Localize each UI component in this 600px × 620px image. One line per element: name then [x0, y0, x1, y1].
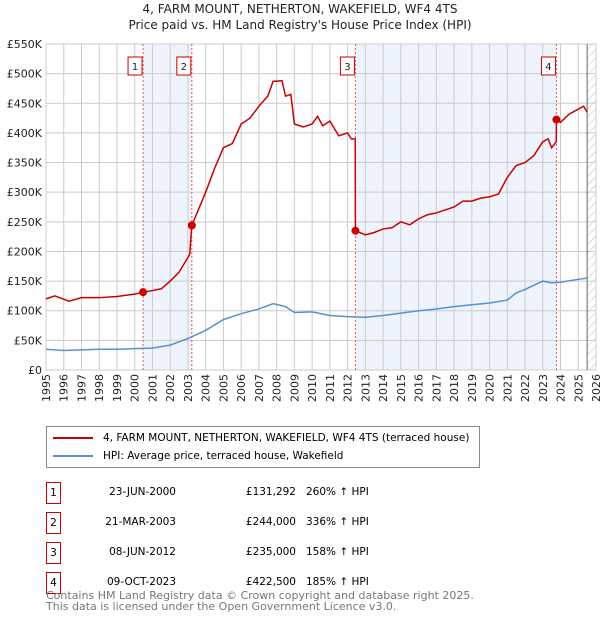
sale-number: 2 — [46, 512, 61, 534]
y-tick-label: £250K — [7, 216, 43, 229]
x-tick-label: 2010 — [306, 374, 319, 402]
x-tick-label: 2003 — [182, 374, 195, 402]
x-tick-label: 2007 — [253, 374, 266, 402]
sale-number: 1 — [46, 482, 61, 504]
legend-label-property: 4, FARM MOUNT, NETHERTON, WAKEFIELD, WF4… — [103, 432, 470, 444]
x-tick-label: 1999 — [111, 374, 124, 402]
sale-point — [351, 226, 360, 235]
sale-hpi-change: 158% ↑ HPI — [306, 546, 369, 558]
sale-date: 08-JUN-2012 — [109, 546, 176, 558]
y-tick-label: £100K — [7, 305, 43, 318]
sale-point — [552, 115, 561, 124]
x-tick-label: 2008 — [271, 374, 284, 402]
sale-row: 3 08-JUN-2012 £235,000 158% ↑ HPI — [46, 542, 466, 564]
x-tick-label: 2023 — [537, 374, 550, 402]
x-tick-label: 1996 — [58, 374, 71, 402]
legend-swatch-property — [53, 437, 93, 439]
sale-hpi-change: 185% ↑ HPI — [306, 576, 369, 588]
sale-price: £244,000 — [245, 516, 296, 528]
chart-area: £0 £50K £100K £150K £200K £250K £300K £350K £400… — [7, 38, 600, 402]
x-tick-label: 2005 — [217, 374, 230, 402]
sale-row: 4 09-OCT-2023 £422,500 185% ↑ HPI — [46, 572, 466, 594]
footer-line-1: Contains HM Land Registry data © Crown c… — [46, 589, 474, 602]
sale-marker-label: 2 — [181, 62, 187, 73]
x-tick-label: 2013 — [359, 374, 372, 402]
x-tick-label: 2017 — [430, 374, 443, 402]
y-tick-label: £150K — [7, 275, 43, 288]
x-tick-label: 1998 — [93, 374, 106, 402]
sale-number: 4 — [46, 572, 61, 594]
x-tick-label: 1997 — [75, 374, 88, 402]
sale-point — [139, 288, 148, 297]
shaded-period-2 — [355, 44, 557, 370]
shaded-period-1 — [143, 44, 192, 370]
series-line-property — [45, 79, 588, 303]
sale-hpi-change: 260% ↑ HPI — [306, 486, 369, 498]
x-tick-label: 2012 — [342, 374, 355, 402]
y-tick-label: £200K — [7, 245, 43, 258]
sale-marker-box — [339, 56, 355, 76]
x-tick-label: 2018 — [448, 374, 461, 402]
y-tick-label: £500K — [7, 68, 43, 81]
forecast-hatch — [587, 44, 596, 370]
x-tick-label: 2022 — [519, 374, 532, 402]
y-tick-label: £300K — [7, 186, 43, 199]
chart-subtitle: Price paid vs. HM Land Registry's House … — [128, 18, 472, 32]
x-tick-label: 2019 — [466, 374, 479, 402]
x-tick-label: 2021 — [501, 374, 514, 402]
y-tick-label: £350K — [7, 157, 43, 170]
y-tick-label: £450K — [7, 97, 43, 110]
x-tick-label: 2002 — [164, 374, 177, 402]
chart-title: 4, FARM MOUNT, NETHERTON, WAKEFIELD, WF4… — [142, 2, 458, 16]
x-tick-label: 2011 — [324, 374, 337, 402]
x-tick-label: 1995 — [40, 374, 53, 402]
x-tick-label: 2006 — [235, 374, 248, 402]
sale-marker-label: 1 — [132, 62, 138, 73]
x-tick-label: 2015 — [395, 374, 408, 402]
sale-marker-label: 4 — [545, 62, 551, 73]
sale-marker-box — [540, 56, 556, 76]
y-tick-label: £0 — [28, 364, 42, 377]
sale-date: 21-MAR-2003 — [105, 516, 176, 528]
sale-price: £422,500 — [245, 576, 296, 588]
sale-hpi-change: 336% ↑ HPI — [306, 516, 369, 528]
sale-number: 3 — [46, 542, 61, 564]
x-tick-label: 2000 — [129, 374, 142, 402]
legend-swatch-hpi — [53, 455, 93, 457]
y-tick-label: £400K — [7, 127, 43, 140]
x-tick-label: 2014 — [377, 374, 390, 402]
y-tick-label: £50K — [14, 334, 43, 347]
x-tick-label: 2024 — [555, 374, 568, 402]
series-line-hpi — [45, 277, 588, 352]
x-tick-label: 2009 — [288, 374, 301, 402]
footer-line-2: This data is licensed under the Open Gov… — [46, 600, 397, 613]
sale-price: £235,000 — [245, 546, 296, 558]
y-tick-label: £550K — [7, 38, 43, 51]
x-tick-label: 2025 — [572, 374, 585, 402]
sale-date: 23-JUN-2000 — [109, 486, 176, 498]
x-tick-label: 2020 — [484, 374, 497, 402]
sale-marker-box — [127, 56, 143, 76]
legend: 4, FARM MOUNT, NETHERTON, WAKEFIELD, WF4… — [46, 426, 480, 468]
x-tick-label: 2001 — [146, 374, 159, 402]
x-tick-label: 2004 — [200, 374, 213, 402]
sale-row: 2 21-MAR-2003 £244,000 336% ↑ HPI — [46, 512, 466, 534]
legend-label-hpi: HPI: Average price, terraced house, Wake… — [103, 450, 344, 462]
sale-point — [187, 221, 196, 230]
sale-date: 09-OCT-2023 — [107, 576, 176, 588]
sale-marker-box — [176, 56, 192, 76]
sale-price: £131,292 — [245, 486, 296, 498]
x-tick-label: 2016 — [413, 374, 426, 402]
sale-marker-label: 3 — [344, 62, 350, 73]
sale-row: 1 23-JUN-2000 £131,292 260% ↑ HPI — [46, 482, 466, 504]
x-tick-label: 2026 — [590, 374, 600, 402]
